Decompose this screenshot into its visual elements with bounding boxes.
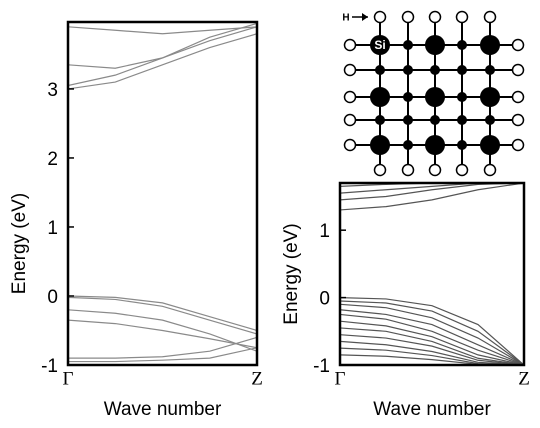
si-atom-large: [370, 87, 390, 107]
h-atom: [401, 163, 415, 177]
h-atom: [428, 163, 442, 177]
si-atom: [485, 115, 495, 125]
h-atom: [401, 10, 415, 24]
band-line: [68, 33, 257, 90]
si-atom: [403, 65, 413, 75]
x-axis-label: Wave number: [104, 399, 222, 420]
band-line: [340, 309, 524, 365]
si-atom: [403, 92, 413, 102]
band-line: [340, 313, 524, 365]
plot-frame: [66, 20, 259, 367]
bands: [340, 183, 524, 365]
y-axis-label: Energy (eV): [9, 193, 30, 294]
h-atom: [455, 163, 469, 177]
h-atom: [373, 10, 387, 24]
h-atom: [343, 90, 357, 104]
h-label: H: [342, 13, 349, 24]
x-tick-label: Γ: [63, 368, 74, 389]
h-atom: [483, 10, 497, 24]
h-atom: [511, 113, 525, 127]
si-atom: [375, 115, 385, 125]
si-atom: [457, 92, 467, 102]
si-label: Si: [374, 38, 385, 52]
si-atom-large: [480, 35, 500, 55]
si-atom: [430, 65, 440, 75]
band-line: [68, 336, 257, 359]
si-atom: [430, 115, 440, 125]
band-line: [340, 327, 524, 365]
h-atom: [455, 10, 469, 24]
band-line: [68, 26, 257, 35]
band-line: [340, 183, 524, 187]
y-tick-label: -1: [313, 356, 330, 377]
si-atom-large: [425, 35, 445, 55]
si-atom-large: [370, 35, 390, 55]
band-line: [68, 347, 257, 363]
si-atom-large: [425, 135, 445, 155]
y-tick-label: 1: [319, 221, 330, 242]
band-line: [340, 334, 524, 365]
band-line: [68, 295, 257, 332]
h-atom: [343, 63, 357, 77]
si-atom-large: [425, 87, 445, 107]
y-tick-label: 2: [47, 149, 58, 170]
band-line: [340, 183, 524, 211]
h-atom: [511, 90, 525, 104]
band-line: [340, 303, 524, 365]
h-atom: [428, 10, 442, 24]
si-atom: [457, 40, 467, 50]
h-atom: [343, 113, 357, 127]
h-arrow-head: [362, 13, 368, 21]
bands: [68, 22, 257, 363]
h-atom: [511, 38, 525, 52]
h-atom: [483, 163, 497, 177]
y-tick-label: 1: [47, 218, 58, 239]
x-axis-label: Wave number: [373, 399, 491, 420]
band-line: [68, 319, 257, 349]
si-atom: [457, 65, 467, 75]
si-atom: [485, 65, 495, 75]
x-tick-label: Γ: [335, 368, 346, 389]
band-line: [340, 296, 524, 365]
si-atom: [403, 140, 413, 150]
si-atom-large: [480, 87, 500, 107]
si-atom: [403, 40, 413, 50]
band-line: [340, 340, 524, 365]
h-atom: [511, 63, 525, 77]
lattice-diagram: Si H: [342, 10, 525, 177]
band-line: [68, 309, 257, 352]
x-tick-label: Z: [251, 368, 263, 389]
h-atom: [343, 38, 357, 52]
band-line: [68, 296, 257, 335]
band-line: [68, 26, 257, 69]
si-atom: [457, 115, 467, 125]
y-tick-label: -1: [41, 356, 58, 377]
y-axis-label: Energy (eV): [281, 223, 302, 324]
band-line: [340, 300, 524, 365]
si-atom: [375, 65, 385, 75]
y-tick-label: 0: [319, 289, 330, 310]
si-atom: [457, 140, 467, 150]
y-tick-label: 3: [47, 80, 58, 101]
y-tick-label: 0: [47, 287, 58, 308]
plot-frame: [338, 181, 526, 367]
h-atom: [343, 138, 357, 152]
si-atom-large: [480, 135, 500, 155]
si-atom-large: [370, 135, 390, 155]
h-atom: [373, 163, 387, 177]
band-line: [340, 320, 524, 365]
band-line: [340, 183, 524, 194]
si-atom: [403, 115, 413, 125]
h-atom: [511, 138, 525, 152]
x-tick-label: Z: [518, 368, 530, 389]
band-line: [68, 22, 257, 87]
